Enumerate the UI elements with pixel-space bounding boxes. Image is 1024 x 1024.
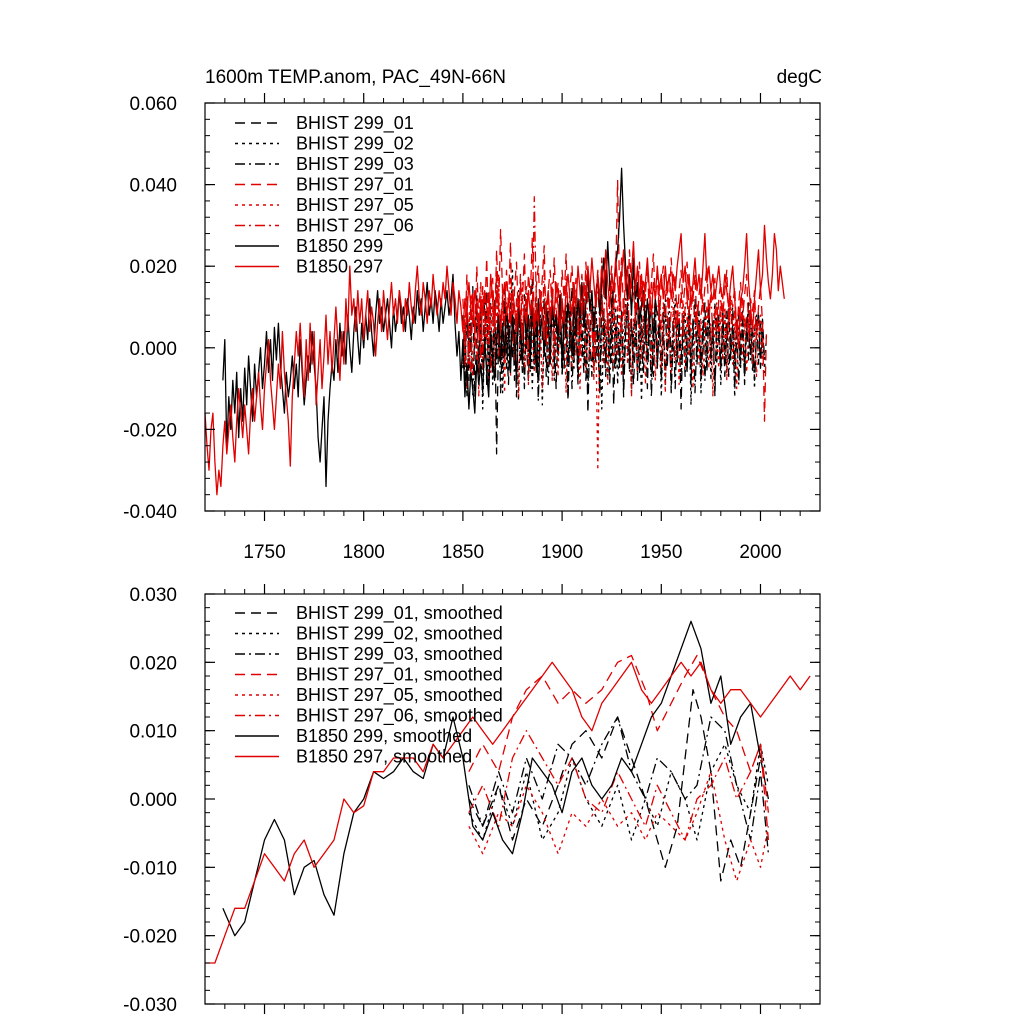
- top-ytick-label: 0.060: [129, 94, 177, 115]
- bottom-ticks-group: 0.030 0.020 0.010 0.000 -0.010 -0.020 -0.030: [123, 584, 820, 1016]
- top-legend-label: BHIST 297_06: [296, 216, 414, 237]
- top-legend-label: BHIST 297_01: [296, 175, 414, 196]
- bottom-ytick-label: -0.020: [123, 927, 177, 948]
- top-legend-label: B1850 297: [296, 257, 383, 277]
- bottom-legend-label: BHIST 297_05, smoothed: [296, 685, 503, 706]
- bottom-ytick-label: 0.020: [129, 653, 177, 674]
- bottom-series-group: [205, 620, 811, 964]
- top-ticks-group: 0.060 0.040 0.020 0.000 -0.020 -0.040 1750 1800…: [123, 93, 820, 563]
- top-ytick-label: 0.000: [129, 339, 177, 360]
- top-legend-label: BHIST 299_03: [296, 154, 414, 175]
- top-panel: 1600m TEMP.anom, PAC_49N-66N degC 0.0600…: [123, 67, 822, 563]
- top-xtick-label: 1800: [343, 542, 385, 563]
- bottom-legend-label: BHIST 297_06, smoothed: [296, 706, 503, 727]
- bottom-series-line-5: [468, 771, 770, 882]
- top-ytick-label: 0.040: [129, 176, 177, 197]
- top-legend-label: BHIST 299_02: [296, 134, 414, 155]
- bottom-legend-label: BHIST 299_03, smoothed: [296, 644, 503, 665]
- bottom-series-line-1: [468, 689, 770, 882]
- top-series-group: [204, 167, 785, 496]
- bottom-ytick-label: -0.030: [123, 995, 177, 1016]
- bottom-ytick-label: 0.010: [129, 722, 177, 743]
- top-legend-label: BHIST 299_01: [296, 113, 414, 134]
- bottom-panel: 0.030 0.020 0.010 0.000 -0.010 -0.020 -0.030 B…: [123, 584, 821, 1016]
- bottom-series-line-2: [468, 743, 770, 841]
- top-ytick-label: -0.040: [123, 502, 177, 523]
- top-xtick-label: 2000: [739, 542, 781, 563]
- bottom-ytick-label: 0.030: [129, 585, 177, 606]
- top-xtick-label: 1950: [640, 542, 682, 563]
- top-legend-label: B1850 299: [296, 236, 383, 256]
- top-ytick-label: 0.020: [129, 257, 177, 278]
- bottom-legend-label: B1850 297, smoothed: [296, 747, 472, 767]
- bottom-ytick-label: 0.000: [129, 790, 177, 811]
- top-series-line-7: [222, 167, 658, 488]
- bottom-legend-label: BHIST 299_01, smoothed: [296, 603, 503, 624]
- top-xtick-label: 1850: [442, 542, 484, 563]
- top-series-line-5: [462, 273, 764, 471]
- top-plot-frame: [204, 102, 821, 512]
- bottom-series-line-8: [205, 661, 811, 964]
- top-ytick-label: -0.020: [123, 420, 177, 441]
- bottom-ytick-label: -0.010: [123, 858, 177, 879]
- bottom-legend-label: BHIST 299_02, smoothed: [296, 624, 503, 645]
- top-panel-title: 1600m TEMP.anom, PAC_49N-66N: [205, 67, 506, 88]
- bottom-series-line-6: [468, 730, 770, 841]
- bottom-legend-label: BHIST 297_01, smoothed: [296, 665, 503, 686]
- top-xtick-label: 1900: [541, 542, 583, 563]
- bottom-legend-label: B1850 299, smoothed: [296, 726, 472, 746]
- top-xtick-label: 1750: [243, 542, 285, 563]
- bottom-series-line-4: [468, 654, 770, 841]
- top-panel-units: degC: [777, 67, 822, 88]
- top-series-line-4: [462, 179, 768, 422]
- top-series-line-2: [462, 269, 768, 410]
- top-legend-label: BHIST 297_05: [296, 195, 414, 216]
- top-series-line-8: [204, 224, 785, 496]
